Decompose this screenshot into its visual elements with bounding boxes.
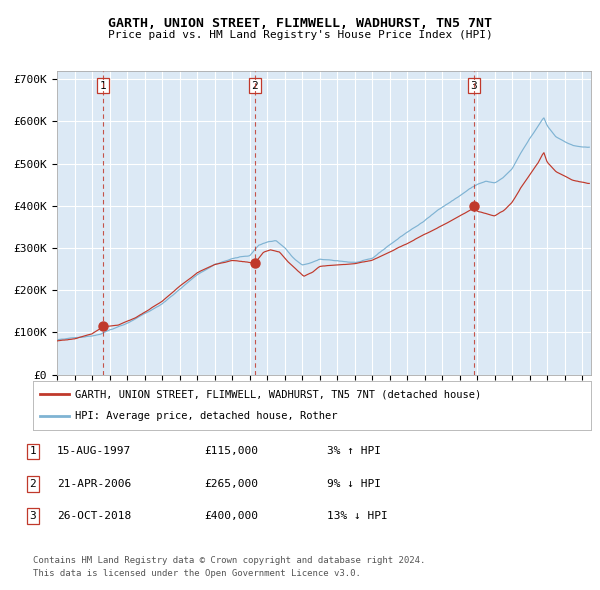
Text: 21-APR-2006: 21-APR-2006 (57, 479, 131, 489)
Text: £115,000: £115,000 (204, 447, 258, 456)
Text: £265,000: £265,000 (204, 479, 258, 489)
Text: £400,000: £400,000 (204, 512, 258, 521)
Text: 3% ↑ HPI: 3% ↑ HPI (327, 447, 381, 456)
Text: This data is licensed under the Open Government Licence v3.0.: This data is licensed under the Open Gov… (33, 569, 361, 578)
Text: 13% ↓ HPI: 13% ↓ HPI (327, 512, 388, 521)
Text: 1: 1 (29, 447, 37, 456)
Text: 1: 1 (100, 81, 106, 91)
Text: 26-OCT-2018: 26-OCT-2018 (57, 512, 131, 521)
Text: GARTH, UNION STREET, FLIMWELL, WADHURST, TN5 7NT: GARTH, UNION STREET, FLIMWELL, WADHURST,… (108, 17, 492, 30)
Text: Contains HM Land Registry data © Crown copyright and database right 2024.: Contains HM Land Registry data © Crown c… (33, 556, 425, 565)
Text: HPI: Average price, detached house, Rother: HPI: Average price, detached house, Roth… (75, 411, 337, 421)
Text: Price paid vs. HM Land Registry's House Price Index (HPI): Price paid vs. HM Land Registry's House … (107, 30, 493, 40)
Text: 15-AUG-1997: 15-AUG-1997 (57, 447, 131, 456)
Text: 3: 3 (29, 512, 37, 521)
Text: 3: 3 (470, 81, 478, 91)
Text: 2: 2 (251, 81, 258, 91)
Text: GARTH, UNION STREET, FLIMWELL, WADHURST, TN5 7NT (detached house): GARTH, UNION STREET, FLIMWELL, WADHURST,… (75, 389, 481, 399)
Text: 9% ↓ HPI: 9% ↓ HPI (327, 479, 381, 489)
Text: 2: 2 (29, 479, 37, 489)
